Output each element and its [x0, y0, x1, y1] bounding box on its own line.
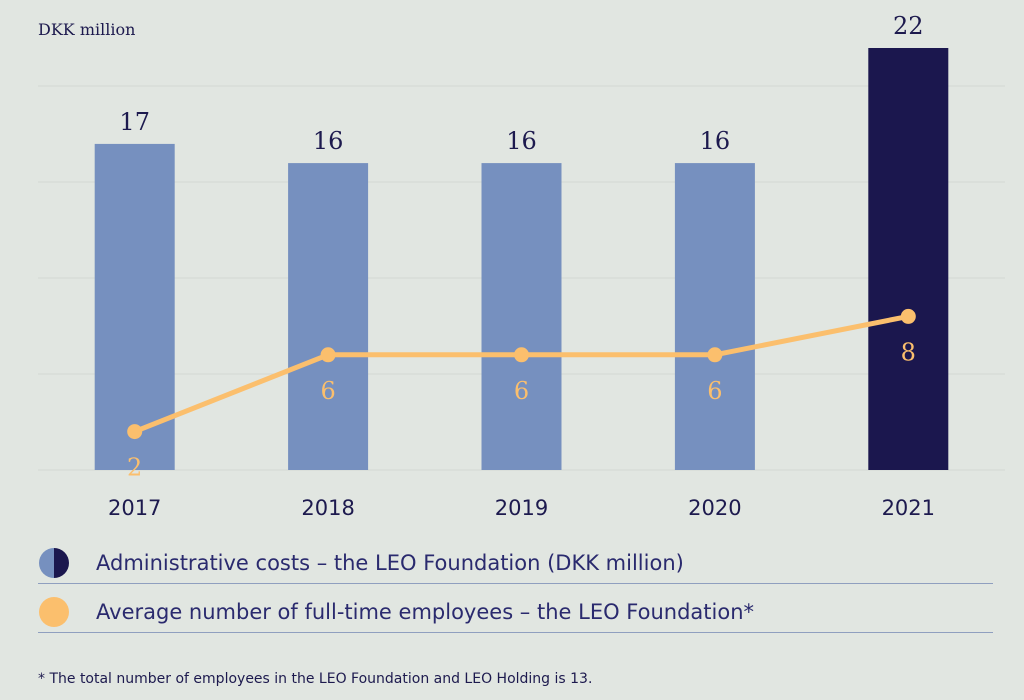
bar-value-label: 16 [313, 127, 344, 155]
line-point [900, 308, 916, 324]
line-value-label: 6 [320, 377, 335, 405]
bar-2017 [94, 143, 175, 470]
bar-value-label: 16 [700, 127, 731, 155]
legend-item-admin-costs: Administrative costs – the LEO Foundatio… [38, 543, 993, 584]
x-tick-label: 2021 [882, 496, 935, 520]
line-value-label: 6 [707, 377, 722, 405]
bar-value-label: 17 [119, 108, 150, 136]
bar-2019 [481, 163, 562, 470]
line-value-label: 8 [901, 338, 916, 366]
legend-item-employees: Average number of full-time employees – … [38, 592, 993, 633]
x-tick-label: 2018 [301, 496, 354, 520]
x-tick-label: 2020 [688, 496, 741, 520]
line-point [707, 347, 723, 363]
bar-line-chart: 17 2017 16 2018 16 2019 16 2020 22 2021 2 6 6 6 8 [38, 12, 1005, 520]
line-point [514, 347, 529, 363]
bar-2021 [868, 48, 949, 470]
y-axis-unit-label: DKK million [38, 20, 136, 39]
bar-2018 [288, 163, 369, 470]
legend-label-admin-costs: Administrative costs – the LEO Foundatio… [96, 551, 684, 575]
bar-value-label: 22 [893, 12, 924, 40]
line-point [320, 347, 336, 363]
line-value-label: 6 [514, 377, 529, 405]
circle-icon [39, 597, 69, 627]
legend-label-employees: Average number of full-time employees – … [96, 600, 755, 624]
line-value-label: 2 [127, 454, 142, 482]
half-circle-icon [39, 548, 69, 578]
bar-value-label: 16 [506, 127, 537, 155]
footnote: * The total number of employees in the L… [38, 671, 593, 687]
line-point [127, 424, 143, 440]
x-tick-label: 2017 [108, 496, 161, 520]
x-tick-label: 2019 [495, 496, 548, 520]
bar-2020 [674, 163, 755, 470]
